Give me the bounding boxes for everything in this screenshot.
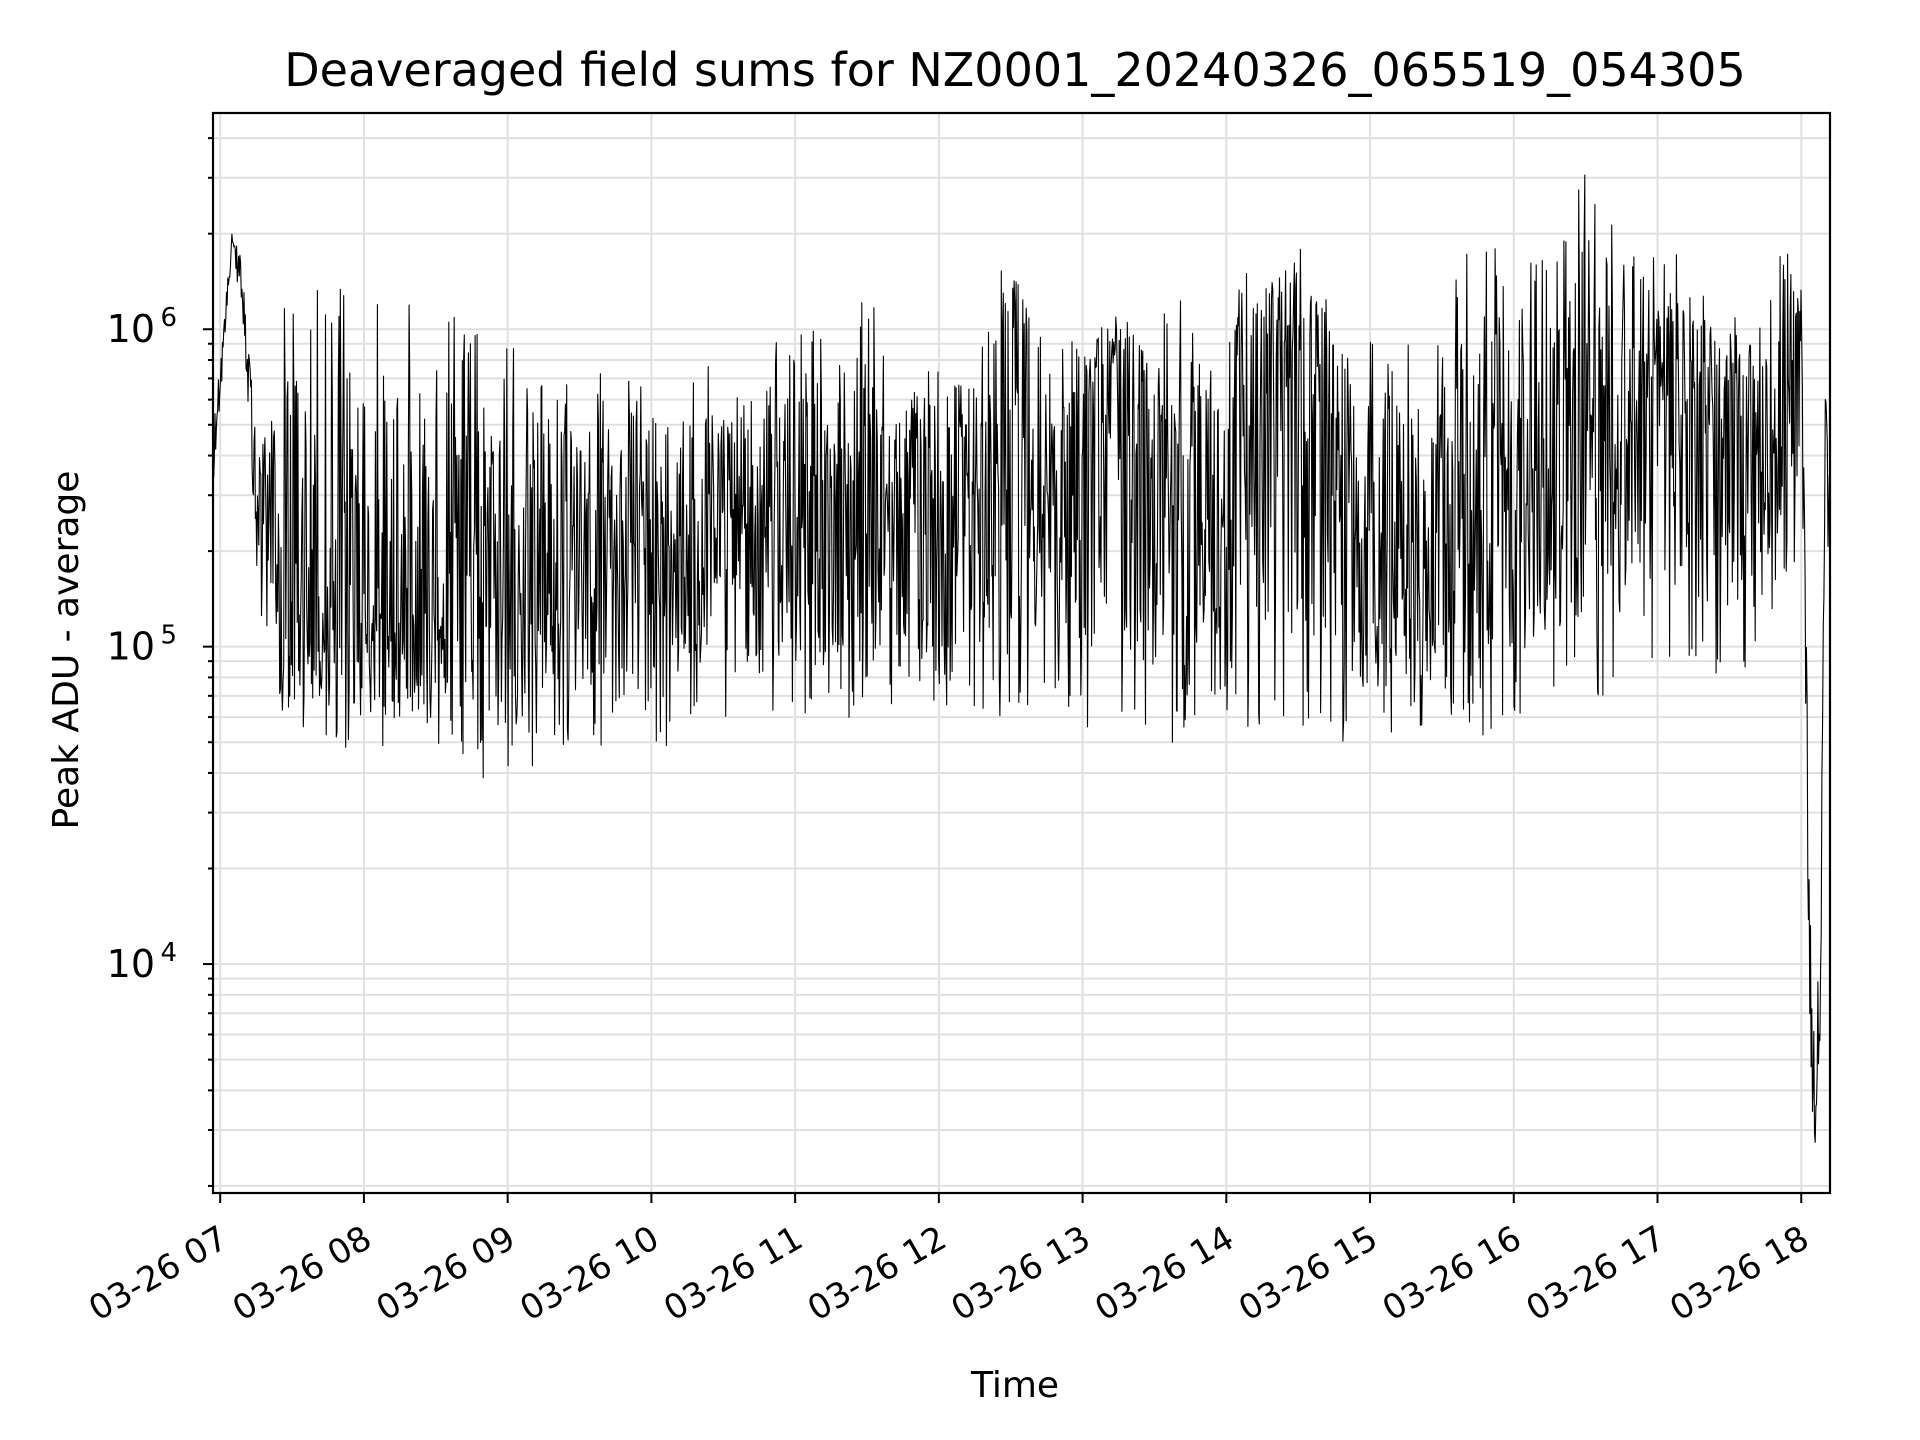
y-tick-label: 10 <box>107 625 155 669</box>
x-axis-label: Time <box>970 1365 1059 1406</box>
chart-title: Deaveraged field sums for NZ0001_2024032… <box>284 43 1745 97</box>
y-tick-base: 10 <box>107 942 155 986</box>
y-tick-exponent: 5 <box>160 621 177 651</box>
y-axis-label: Peak ADU - average <box>46 471 87 830</box>
y-tick-label: 10 <box>107 307 155 351</box>
y-tick-exponent: 6 <box>160 303 177 333</box>
series-line <box>212 174 1831 1143</box>
y-tick-label: 10 <box>107 942 155 986</box>
y-tick-exponent: 4 <box>160 938 177 968</box>
plot-frame <box>211 111 1832 1195</box>
series-layer <box>212 174 1831 1143</box>
y-tick-base: 10 <box>107 307 155 351</box>
y-tick-base: 10 <box>107 625 155 669</box>
